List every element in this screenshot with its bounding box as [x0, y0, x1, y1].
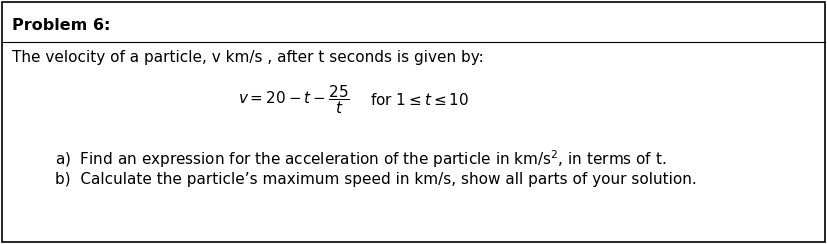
Text: a)  Find an expression for the acceleration of the particle in km/s$^2$, in term: a) Find an expression for the accelerati…	[55, 148, 667, 170]
Text: Problem 6:: Problem 6:	[12, 18, 110, 33]
Text: b)  Calculate the particle’s maximum speed in km/s, show all parts of your solut: b) Calculate the particle’s maximum spee…	[55, 172, 697, 187]
Text: The velocity of a particle, v km/s , after t seconds is given by:: The velocity of a particle, v km/s , aft…	[12, 50, 484, 65]
Text: $v = 20 - t - \dfrac{25}{t}$: $v = 20 - t - \dfrac{25}{t}$	[238, 84, 350, 116]
Text: for $1 \leq t \leq 10$: for $1 \leq t \leq 10$	[370, 92, 469, 108]
